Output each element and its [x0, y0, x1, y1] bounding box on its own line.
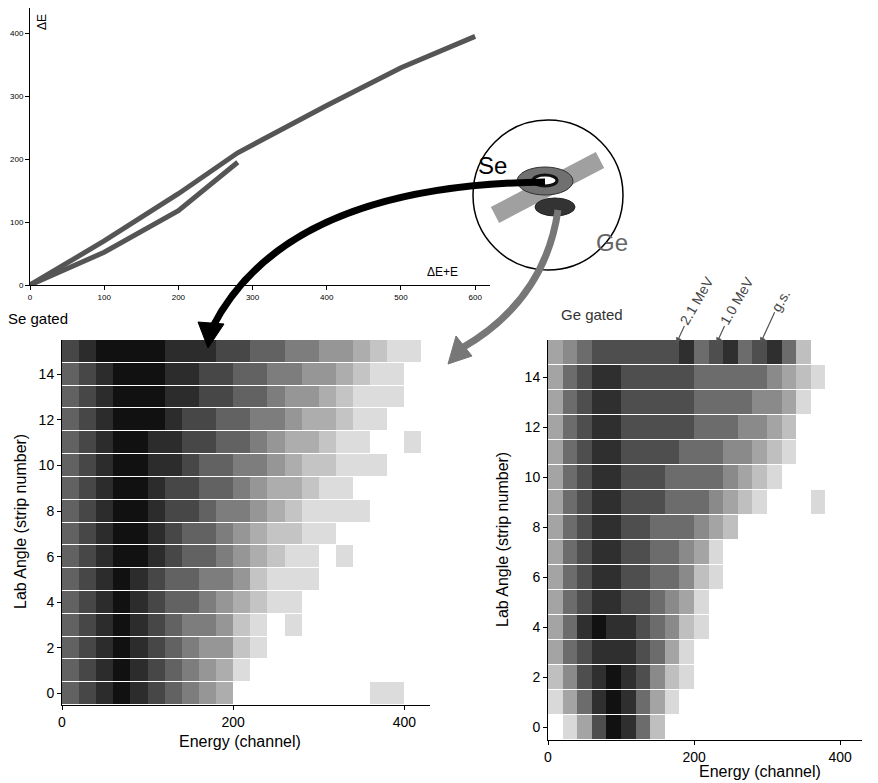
svg-text:600: 600 [468, 293, 482, 302]
svg-text:Ge: Ge [596, 229, 628, 256]
svg-text:Se: Se [478, 152, 507, 179]
svg-text:6: 6 [46, 549, 54, 565]
svg-text:400: 400 [828, 749, 852, 765]
svg-text:300: 300 [10, 92, 24, 101]
svg-text:ΔE: ΔE [35, 14, 49, 30]
svg-text:200: 200 [10, 155, 24, 164]
svg-text:200: 200 [172, 293, 186, 302]
svg-text:4: 4 [532, 619, 540, 635]
svg-text:2: 2 [46, 640, 54, 656]
svg-text:12: 12 [39, 412, 55, 428]
svg-text:g.s.: g.s. [768, 287, 793, 315]
svg-text:0: 0 [58, 714, 66, 730]
svg-text:0: 0 [544, 749, 552, 765]
svg-text:Lab Angle (strip number): Lab Angle (strip number) [494, 452, 511, 627]
svg-text:10: 10 [39, 457, 55, 473]
svg-text:0: 0 [19, 281, 24, 290]
svg-text:400: 400 [320, 293, 334, 302]
svg-text:1.0 MeV: 1.0 MeV [717, 274, 757, 328]
svg-text:12: 12 [525, 419, 541, 435]
svg-text:6: 6 [532, 569, 540, 585]
svg-text:14: 14 [525, 369, 541, 385]
svg-text:Ge gated: Ge gated [561, 306, 623, 323]
svg-text:200: 200 [221, 714, 245, 730]
svg-text:14: 14 [39, 366, 55, 382]
svg-text:100: 100 [10, 218, 24, 227]
svg-text:500: 500 [394, 293, 408, 302]
svg-text:8: 8 [532, 519, 540, 535]
svg-text:Energy (channel): Energy (channel) [699, 763, 821, 780]
svg-text:Energy (channel): Energy (channel) [179, 733, 301, 750]
svg-text:10: 10 [525, 469, 541, 485]
svg-text:4: 4 [46, 594, 54, 610]
svg-text:400: 400 [10, 29, 24, 38]
svg-text:0: 0 [46, 685, 54, 701]
svg-text:100: 100 [98, 293, 112, 302]
svg-text:Lab Angle (strip number): Lab Angle (strip number) [12, 434, 29, 609]
svg-text:ΔE+E: ΔE+E [427, 265, 458, 279]
svg-text:8: 8 [46, 503, 54, 519]
svg-text:0: 0 [28, 293, 33, 302]
svg-text:300: 300 [246, 293, 260, 302]
svg-text:2.1 MeV: 2.1 MeV [677, 274, 717, 328]
svg-text:200: 200 [682, 749, 706, 765]
svg-text:Se gated: Se gated [8, 310, 68, 327]
svg-text:400: 400 [393, 714, 417, 730]
svg-text:2: 2 [532, 669, 540, 685]
svg-text:0: 0 [532, 719, 540, 735]
